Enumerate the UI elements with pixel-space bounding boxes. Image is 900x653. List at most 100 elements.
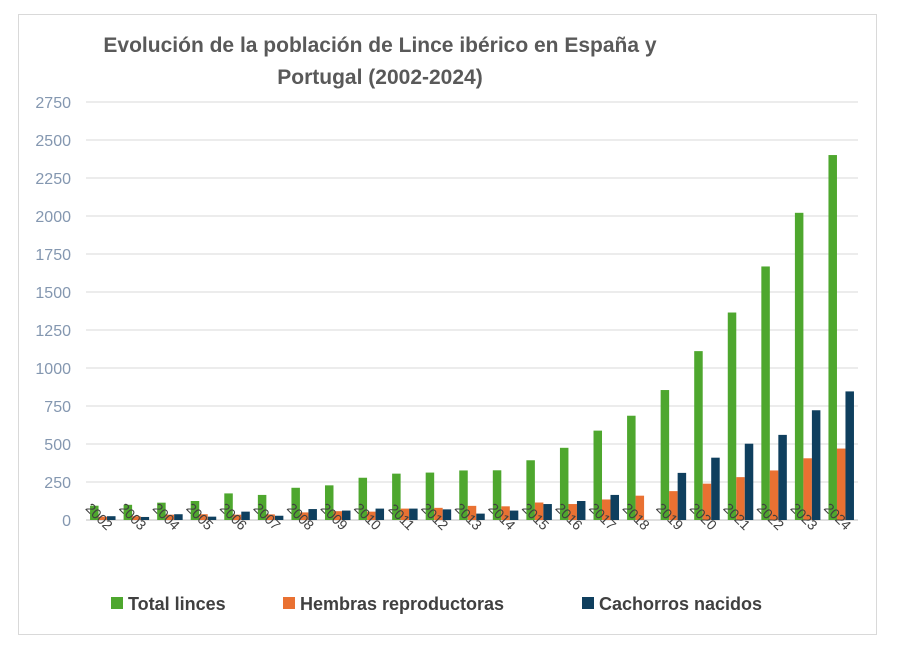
bar-hembras-reproductoras-2003: [132, 516, 141, 520]
x-tick-label: 2006: [217, 500, 250, 533]
bar-total-linces-2024: [828, 155, 837, 520]
bar-total-linces-2012: [425, 472, 435, 520]
bar-hembras-reproductoras-2017: [602, 499, 611, 520]
bar-cachorros-nacidos-2021: [744, 443, 754, 520]
legend-swatch: [283, 597, 295, 609]
bar-cachorros-nacidos-2009: [341, 510, 351, 520]
legend-label: Hembras reproductoras: [300, 594, 504, 614]
bar-total-linces-2021: [727, 312, 737, 520]
bar-cachorros-nacidos-2015: [543, 504, 552, 520]
bar-cachorros-nacidos-2014: [509, 510, 519, 520]
legend-item: Total linces: [111, 594, 226, 614]
bar-cachorros-nacidos-2010: [375, 508, 385, 520]
bar-cachorros-nacidos-2007: [274, 515, 284, 520]
x-tick-label: 2002: [83, 500, 116, 533]
bar-cachorros-nacidos-2017: [610, 494, 620, 520]
bar-cachorros-nacidos-2005: [207, 516, 217, 520]
bar-total-linces-2010: [358, 477, 368, 520]
x-tick-label: 2007: [250, 500, 283, 533]
bar-total-linces-2016: [559, 447, 569, 520]
bar-cachorros-nacidos-2004: [174, 514, 183, 520]
bar-total-linces-2020: [694, 351, 703, 520]
y-tick-label: 750: [44, 399, 71, 416]
bar-hembras-reproductoras-2014: [501, 506, 510, 520]
bar-hembras-reproductoras-2023: [803, 458, 812, 520]
bar-cachorros-nacidos-2019: [677, 472, 687, 520]
bar-hembras-reproductoras-2013: [467, 505, 477, 520]
y-tick-label: 250: [44, 475, 71, 492]
bar-hembras-reproductoras-2012: [434, 507, 443, 520]
y-tick-label: 2500: [35, 133, 71, 150]
bar-cachorros-nacidos-2023: [811, 410, 821, 520]
bar-total-linces-2023: [794, 212, 804, 521]
bar-hembras-reproductoras-2015: [534, 502, 544, 520]
bar-total-linces-2009: [324, 485, 334, 520]
x-tick-label: 2005: [183, 500, 216, 533]
bar-cachorros-nacidos-2016: [576, 501, 586, 520]
bar-total-linces-2006: [224, 493, 233, 520]
y-tick-label: 2000: [35, 209, 71, 226]
bar-cachorros-nacidos-2003: [140, 516, 150, 520]
bar-total-linces-2013: [459, 470, 468, 520]
bar-hembras-reproductoras-2008: [299, 512, 309, 520]
bar-total-linces-2014: [492, 470, 502, 520]
bar-total-linces-2004: [157, 502, 166, 520]
bar-total-linces-2022: [761, 266, 770, 520]
bar-total-linces-2017: [593, 430, 603, 520]
bar-hembras-reproductoras-2005: [199, 514, 208, 520]
bar-total-linces-2002: [90, 505, 99, 520]
legend-label: Total linces: [128, 594, 226, 614]
bar-hembras-reproductoras-2006: [232, 514, 242, 520]
y-tick-label: 0: [62, 513, 71, 530]
bar-cachorros-nacidos-2006: [241, 511, 250, 520]
x-tick-label: 2014: [485, 500, 518, 533]
bars: [90, 155, 854, 521]
bar-total-linces-2018: [627, 415, 636, 520]
x-tick-label: 2018: [620, 500, 653, 533]
legend-item: Cachorros nacidos: [582, 594, 762, 614]
bar-total-linces-2007: [257, 494, 267, 520]
bar-hembras-reproductoras-2020: [702, 483, 712, 520]
chart-title: Evolución de la población de Lince ibéri…: [103, 34, 657, 89]
bar-cachorros-nacidos-2008: [308, 509, 317, 520]
x-tick-label: 2003: [116, 500, 149, 533]
bar-hembras-reproductoras-2002: [98, 516, 108, 520]
y-tick-label: 2750: [35, 95, 71, 112]
bar-cachorros-nacidos-2022: [778, 434, 787, 520]
x-tick-label: 2012: [418, 500, 451, 533]
bar-cachorros-nacidos-2024: [845, 391, 854, 520]
x-tick-label: 2009: [318, 500, 351, 533]
bar-cachorros-nacidos-2020: [711, 457, 720, 520]
x-tick-label: 2013: [452, 500, 485, 533]
bar-hembras-reproductoras-2016: [568, 504, 577, 520]
bar-cachorros-nacidos-2011: [409, 508, 418, 520]
y-tick-label: 1750: [35, 247, 71, 264]
y-axis-ticks: 0 250 500 750 1000 1250 1500 1750 2000 2250 2500 27…: [35, 95, 71, 530]
gridlines: [86, 101, 858, 521]
bar-hembras-reproductoras-2007: [266, 514, 275, 520]
bar-total-linces-2011: [392, 473, 401, 520]
bar-hembras-reproductoras-2009: [333, 511, 342, 520]
y-tick-label: 1500: [35, 285, 71, 302]
legend-item: Hembras reproductoras: [283, 594, 504, 614]
x-tick-label: 2010: [351, 500, 384, 533]
x-tick-label: 2004: [150, 500, 183, 533]
bar-total-linces-2008: [291, 487, 300, 520]
bar-hembras-reproductoras-2010: [367, 511, 376, 520]
bar-hembras-reproductoras-2011: [400, 508, 410, 520]
bar-cachorros-nacidos-2012: [442, 509, 452, 520]
x-tick-label: 2008: [284, 500, 317, 533]
y-tick-label: 2250: [35, 171, 71, 188]
bar-hembras-reproductoras-2018: [635, 495, 645, 520]
bar-hembras-reproductoras-2021: [736, 477, 745, 520]
y-tick-label: 1000: [35, 361, 71, 378]
bar-hembras-reproductoras-2004: [165, 514, 175, 520]
bar-total-linces-2015: [526, 460, 535, 520]
bar-hembras-reproductoras-2019: [669, 491, 678, 520]
y-tick-label: 500: [44, 437, 71, 454]
bar-hembras-reproductoras-2022: [769, 470, 779, 520]
legend-label: Cachorros nacidos: [599, 594, 762, 614]
bar-total-linces-2019: [660, 390, 670, 520]
bar-total-linces-2003: [123, 504, 133, 520]
